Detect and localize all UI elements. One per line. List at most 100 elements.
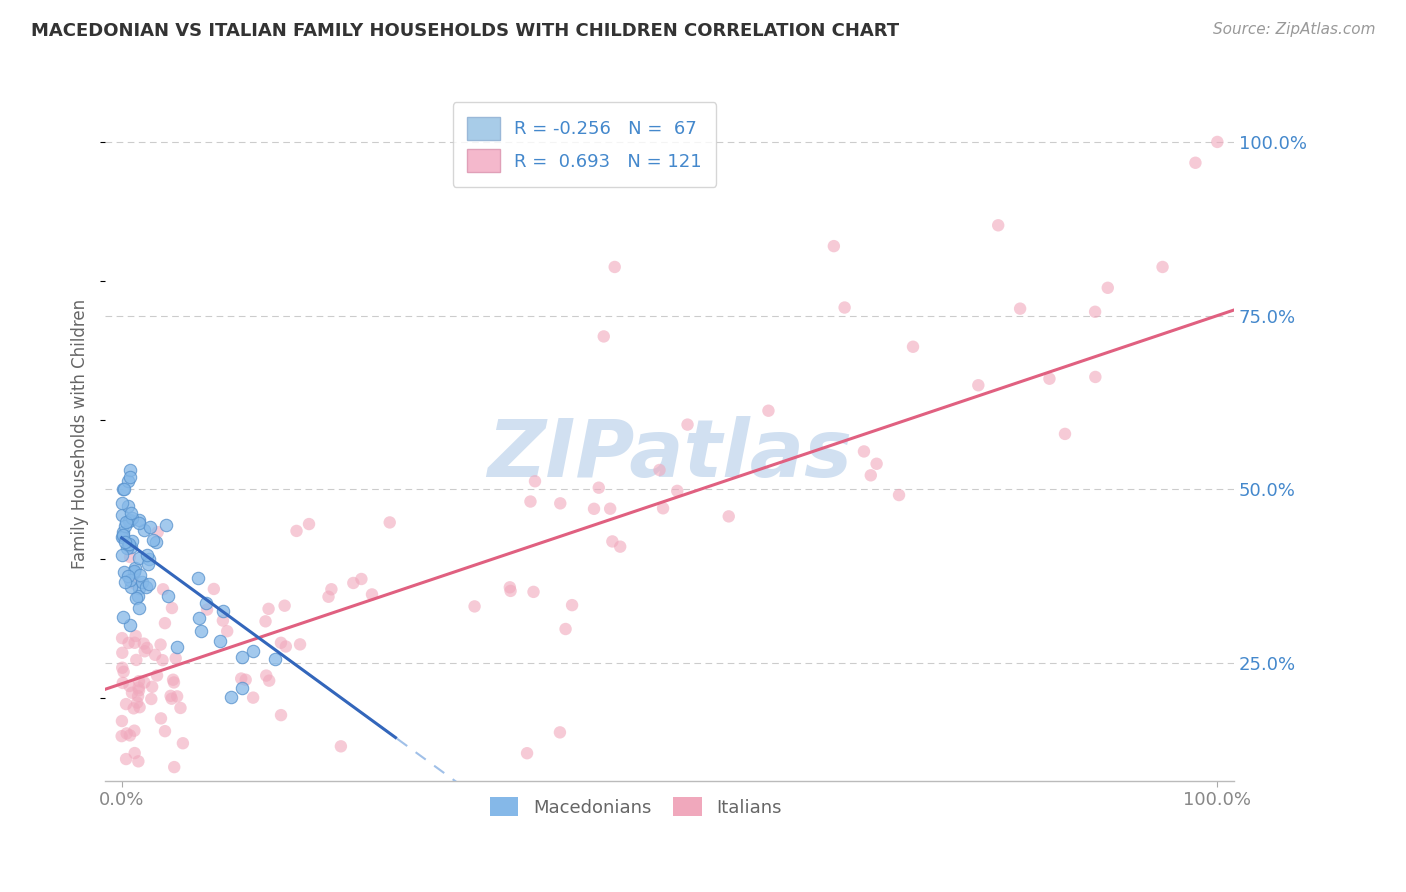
Point bbox=[118, 514, 141, 528]
Point bbox=[111, 631, 134, 645]
Point bbox=[160, 601, 183, 615]
Point bbox=[124, 746, 146, 760]
Point bbox=[120, 469, 142, 483]
Point bbox=[217, 624, 239, 639]
Point bbox=[499, 580, 522, 594]
Point bbox=[666, 483, 689, 498]
Point bbox=[117, 569, 139, 583]
Y-axis label: Family Households with Children: Family Households with Children bbox=[72, 299, 89, 569]
Point bbox=[122, 564, 145, 578]
Point bbox=[136, 548, 159, 562]
Point bbox=[270, 708, 292, 723]
Point bbox=[231, 681, 253, 695]
Point bbox=[117, 538, 139, 552]
Point bbox=[1084, 370, 1107, 384]
Point bbox=[329, 739, 352, 754]
Point bbox=[187, 571, 209, 585]
Point bbox=[190, 624, 212, 639]
Point bbox=[111, 508, 134, 523]
Point bbox=[231, 672, 253, 686]
Point bbox=[834, 301, 856, 315]
Point bbox=[235, 673, 257, 687]
Point bbox=[128, 601, 150, 615]
Point bbox=[967, 378, 990, 392]
Point bbox=[111, 676, 134, 690]
Point bbox=[124, 636, 146, 650]
Point bbox=[648, 463, 671, 477]
Legend: Macedonians, Italians: Macedonians, Italians bbox=[482, 790, 789, 824]
Point bbox=[464, 599, 486, 614]
Point bbox=[111, 610, 134, 624]
Point bbox=[195, 602, 218, 616]
Point bbox=[887, 488, 910, 502]
Point bbox=[153, 616, 176, 631]
Point bbox=[318, 590, 340, 604]
Point bbox=[136, 640, 159, 655]
Point bbox=[582, 501, 605, 516]
Point bbox=[257, 673, 280, 688]
Point bbox=[554, 622, 576, 636]
Point bbox=[212, 614, 235, 628]
Point bbox=[152, 653, 174, 667]
Point bbox=[166, 690, 188, 704]
Text: Source: ZipAtlas.com: Source: ZipAtlas.com bbox=[1212, 22, 1375, 37]
Point bbox=[111, 661, 134, 675]
Point bbox=[599, 501, 621, 516]
Point bbox=[115, 726, 138, 740]
Point bbox=[1084, 305, 1107, 319]
Point bbox=[127, 754, 149, 768]
Point bbox=[592, 329, 614, 343]
Point bbox=[129, 568, 152, 582]
Point bbox=[136, 558, 159, 572]
Point bbox=[270, 636, 292, 650]
Point bbox=[118, 574, 141, 588]
Point bbox=[131, 575, 153, 590]
Point bbox=[987, 219, 1010, 233]
Point bbox=[602, 534, 624, 549]
Point bbox=[676, 417, 699, 432]
Point bbox=[1184, 155, 1206, 169]
Point bbox=[117, 636, 139, 650]
Point bbox=[561, 598, 583, 612]
Point bbox=[115, 541, 138, 555]
Point bbox=[152, 582, 174, 597]
Point bbox=[548, 496, 571, 510]
Point bbox=[146, 525, 169, 540]
Point bbox=[242, 643, 264, 657]
Point bbox=[124, 561, 146, 575]
Point bbox=[588, 481, 610, 495]
Point bbox=[1010, 301, 1032, 316]
Point bbox=[865, 457, 887, 471]
Point bbox=[115, 752, 138, 766]
Point bbox=[135, 580, 157, 594]
Point bbox=[125, 653, 148, 667]
Point bbox=[124, 576, 146, 591]
Point bbox=[254, 668, 277, 682]
Point bbox=[128, 700, 150, 714]
Point bbox=[163, 760, 186, 774]
Point bbox=[1152, 260, 1174, 274]
Point bbox=[160, 691, 183, 706]
Point bbox=[111, 528, 134, 542]
Point bbox=[285, 524, 308, 538]
Point bbox=[1097, 281, 1119, 295]
Point bbox=[138, 551, 160, 566]
Point bbox=[111, 729, 134, 743]
Point bbox=[231, 650, 253, 665]
Point bbox=[112, 565, 135, 579]
Point bbox=[128, 581, 150, 595]
Point bbox=[128, 674, 150, 689]
Point bbox=[288, 637, 311, 651]
Point bbox=[522, 585, 544, 599]
Point bbox=[114, 519, 136, 533]
Point bbox=[257, 602, 280, 616]
Point bbox=[121, 511, 143, 525]
Point bbox=[128, 551, 150, 566]
Point bbox=[134, 675, 156, 690]
Point bbox=[118, 679, 141, 693]
Point bbox=[172, 736, 194, 750]
Point bbox=[128, 681, 150, 695]
Point bbox=[134, 523, 156, 537]
Point bbox=[112, 482, 135, 496]
Point bbox=[121, 686, 143, 700]
